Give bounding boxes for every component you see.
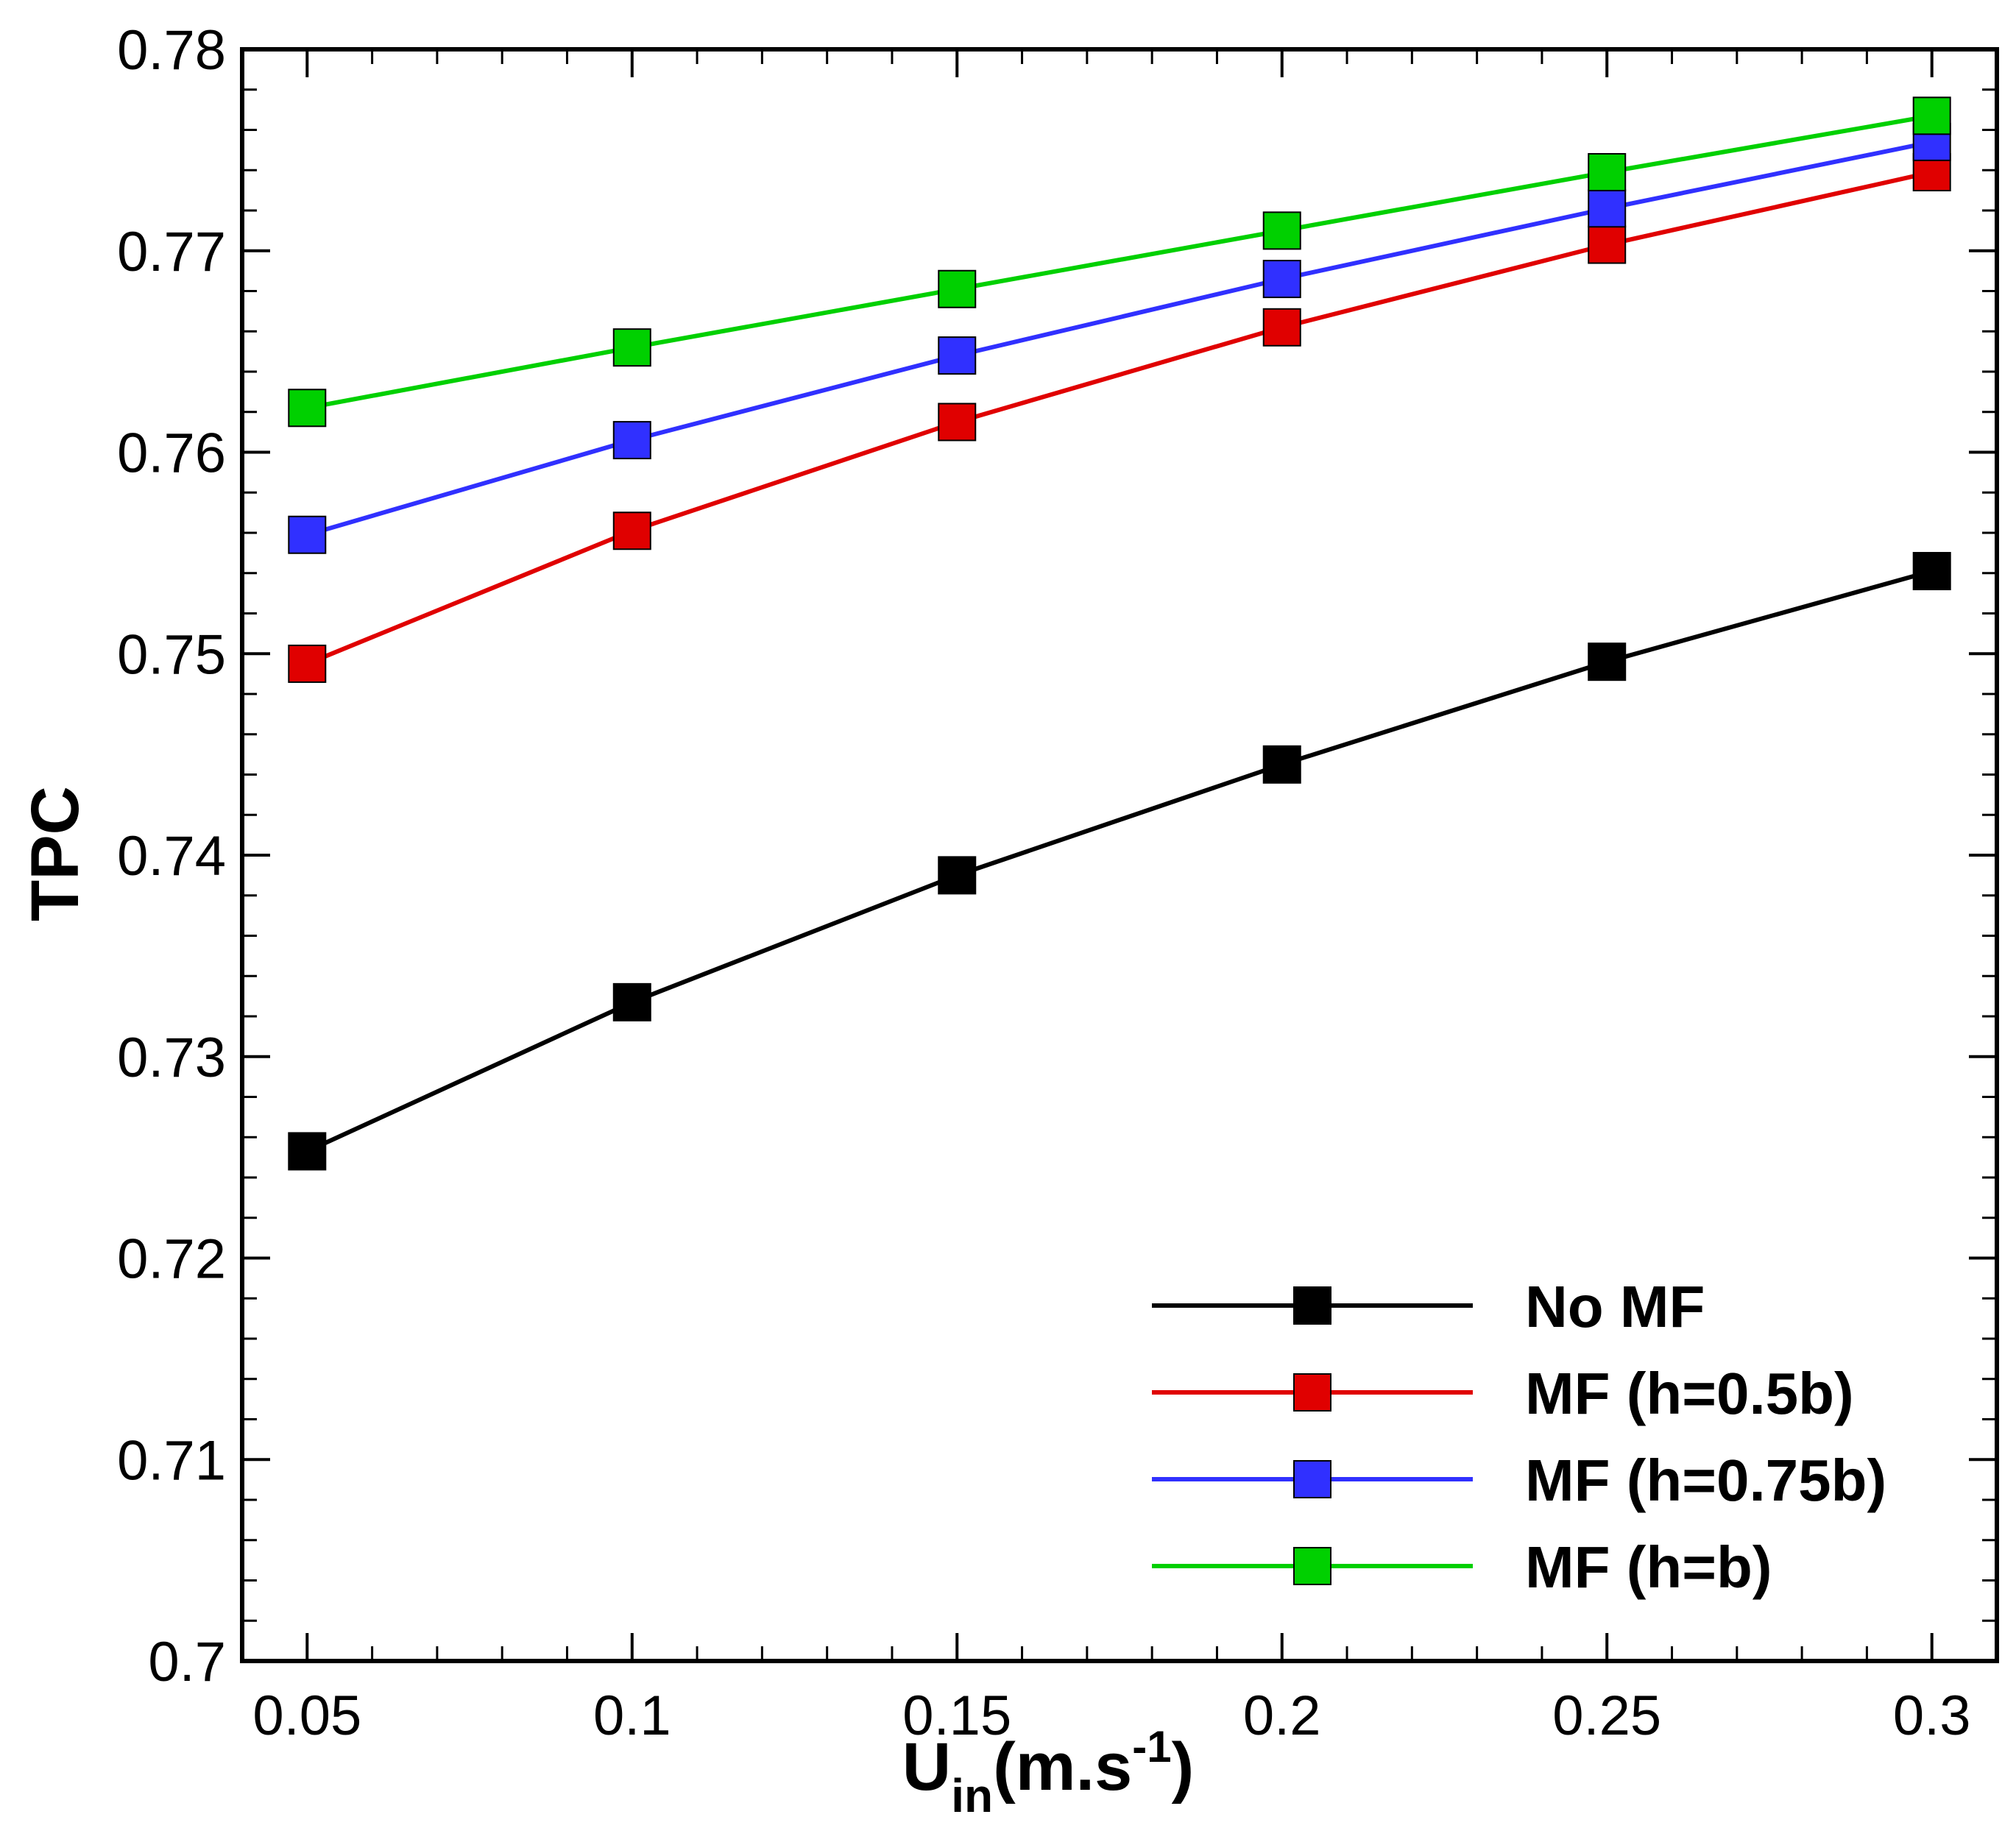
data-point — [1588, 189, 1627, 228]
x-axis-title-exponent: -1 — [1132, 1722, 1171, 1771]
x-tick-label: 0.2 — [1243, 1685, 1321, 1747]
data-point — [1588, 152, 1627, 191]
data-point — [288, 389, 327, 428]
y-tick-label: 0.77 — [117, 221, 226, 283]
y-tick-label: 0.71 — [117, 1429, 226, 1492]
x-tick-label: 0.3 — [1893, 1685, 1971, 1747]
data-point — [288, 644, 327, 683]
y-axis-title: TPC — [18, 786, 93, 921]
x-axis-title-subscript: in — [951, 1769, 993, 1822]
y-tick-label: 0.7 — [148, 1631, 226, 1693]
legend-marker — [1293, 1286, 1331, 1325]
series-line-1 — [306, 170, 1933, 666]
x-tick-label: 0.15 — [902, 1685, 1011, 1747]
data-point — [1262, 745, 1301, 784]
data-point — [1912, 96, 1951, 135]
data-point — [1588, 642, 1627, 681]
data-point — [612, 511, 651, 550]
y-tick-label: 0.72 — [117, 1228, 226, 1291]
data-point — [612, 982, 651, 1021]
data-point — [1262, 260, 1301, 299]
legend-marker — [1293, 1460, 1331, 1498]
series-layer — [288, 96, 1951, 1171]
data-point — [938, 336, 977, 375]
y-tick-label: 0.78 — [117, 19, 226, 82]
y-axis-ticks: 0.7 0.71 0.72 0.73 0.74 0.75 0.76 0.77 0.78 — [117, 19, 1997, 1693]
series-line-0 — [306, 569, 1933, 1154]
x-tick-label: 0.05 — [252, 1685, 361, 1747]
data-point — [1912, 552, 1951, 591]
x-axis-ticks: 0.05 0.1 0.15 0.2 0.25 0.3 — [241, 49, 1998, 1747]
y-tick-label: 0.76 — [117, 422, 226, 485]
y-tick-label: 0.74 — [117, 825, 226, 888]
data-point — [938, 269, 977, 308]
legend-label: No MF — [1525, 1274, 1705, 1339]
x-tick-label: 0.1 — [593, 1685, 671, 1747]
x-axis-title-units: (m.s — [993, 1729, 1132, 1805]
y-tick-label: 0.73 — [117, 1027, 226, 1089]
data-point — [288, 515, 327, 554]
x-axis-title-close: ) — [1172, 1729, 1195, 1805]
data-point — [612, 328, 651, 367]
series-line-3 — [306, 113, 1933, 411]
data-point — [938, 403, 977, 442]
x-axis-title-main: U — [902, 1729, 951, 1805]
data-point — [612, 421, 651, 460]
data-point — [1262, 308, 1301, 347]
legend-label: MF (h=0.75b) — [1525, 1448, 1886, 1513]
legend-label: MF (h=b) — [1525, 1534, 1772, 1600]
data-point — [1262, 211, 1301, 250]
legend-label: MF (h=0.5b) — [1525, 1361, 1854, 1426]
legend-marker — [1293, 1373, 1331, 1412]
x-axis-title: Uin(m.s-1) — [902, 1722, 1195, 1822]
legend: No MF MF (h=0.5b) MF (h=0.75b) MF (h=b) — [1152, 1274, 1886, 1600]
data-point — [938, 856, 977, 895]
x-tick-label: 0.25 — [1552, 1685, 1661, 1747]
series-line-2 — [306, 139, 1933, 537]
legend-marker — [1293, 1547, 1331, 1585]
data-point — [1588, 225, 1627, 264]
y-tick-label: 0.75 — [117, 623, 226, 686]
data-point — [288, 1132, 327, 1171]
